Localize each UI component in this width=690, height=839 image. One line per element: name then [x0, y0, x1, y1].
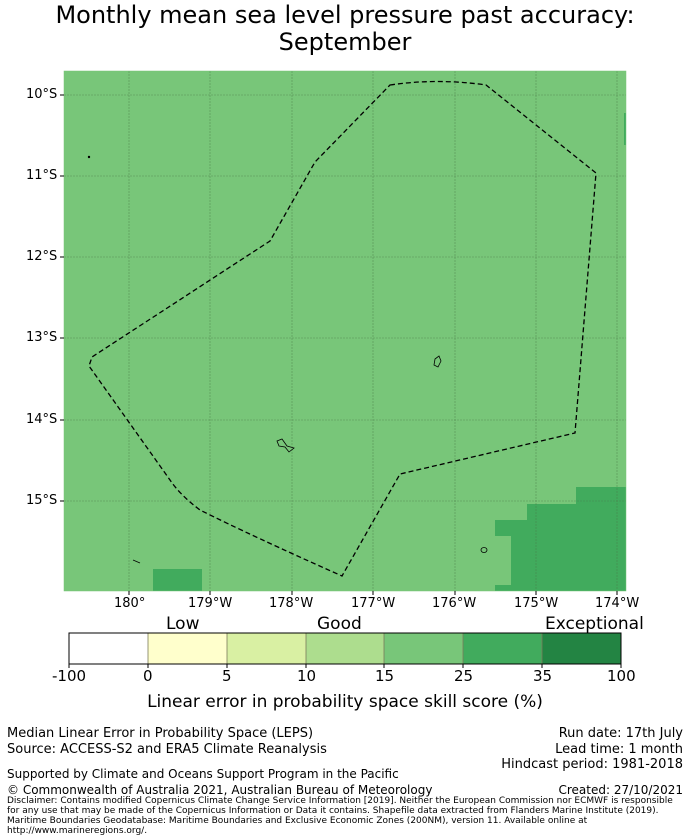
gridlines [64, 71, 626, 591]
skill-cell [495, 520, 528, 536]
island [433, 355, 442, 368]
lat-label: 11°S [26, 168, 58, 183]
copyright-text: © Commonwealth of Australia 2021, Austra… [7, 783, 433, 797]
lon-label: 177°W [351, 596, 396, 611]
lon-label: 180° [114, 596, 146, 611]
eez-boundary [88, 80, 597, 577]
colorbar-segment [227, 633, 306, 664]
colorbar-tick: 25 [454, 667, 474, 685]
colorbar [68, 632, 622, 668]
lead-time: Lead time: 1 month [555, 742, 683, 757]
colorbar-tick: 10 [297, 667, 317, 685]
colorbar-segment [306, 633, 384, 664]
colorbar-category-good: Good [317, 614, 362, 634]
island [87, 155, 91, 159]
colorbar-tick: 100 [607, 667, 636, 685]
lon-label: 178°W [269, 596, 314, 611]
lat-label: 15°S [26, 493, 58, 508]
colorbar-tick: -100 [52, 667, 87, 685]
title-line-1: Monthly mean sea level pressure past acc… [55, 1, 635, 29]
colorbar-segment [463, 633, 542, 664]
skill-cell [495, 585, 528, 591]
lon-label: 174°W [595, 596, 640, 611]
island [276, 438, 295, 453]
colorbar-tick: 35 [533, 667, 553, 685]
skill-cell [576, 487, 626, 591]
island [132, 559, 141, 564]
colorbar-segment [542, 633, 621, 664]
map-figure [60, 70, 627, 668]
skill-cell [527, 504, 577, 591]
colorbar-segment [69, 633, 148, 664]
disclaimer: Disclaimer: Contains modified Copernicus… [7, 796, 673, 836]
skill-cell [511, 536, 528, 585]
skill-cell [624, 113, 626, 145]
run-date: Run date: 17th July [558, 726, 683, 741]
lat-label: 13°S [26, 330, 58, 345]
lon-label: 175°W [514, 596, 559, 611]
colorbar-tick: 5 [222, 667, 232, 685]
colorbar-frame [68, 632, 622, 665]
lon-label: 176°W [432, 596, 477, 611]
colorbar-title: Linear error in probability space skill … [147, 692, 543, 712]
map-frame [63, 70, 627, 592]
skill-cell [153, 569, 202, 591]
source-label: Source: ACCESS-S2 and ERA5 Climate Reana… [7, 742, 327, 757]
colorbar-category-low: Low [166, 614, 200, 634]
method-label: Median Linear Error in Probability Space… [7, 726, 314, 741]
axis-ticks [60, 94, 618, 595]
hindcast-period: Hindcast period: 1981-2018 [501, 757, 683, 772]
support-text: Supported by Climate and Oceans Support … [7, 767, 399, 781]
islands [87, 155, 488, 564]
colorbar-category-exceptional: Exceptional [545, 614, 644, 634]
lon-label: 179°W [188, 596, 233, 611]
title-line-2: September [278, 28, 412, 56]
chart-title: Monthly mean sea level pressure past acc… [0, 2, 690, 56]
higher-skill-cells [153, 113, 626, 591]
colorbar-segment [384, 633, 463, 664]
created-date: Created: 27/10/2021 [558, 783, 683, 797]
lat-label: 10°S [26, 87, 58, 102]
island [480, 547, 488, 553]
colorbar-segment [148, 633, 227, 664]
colorbar-tick: 15 [375, 667, 395, 685]
colorbar-tick: 0 [143, 667, 153, 685]
lat-label: 12°S [26, 249, 58, 264]
lat-label: 14°S [26, 412, 58, 427]
